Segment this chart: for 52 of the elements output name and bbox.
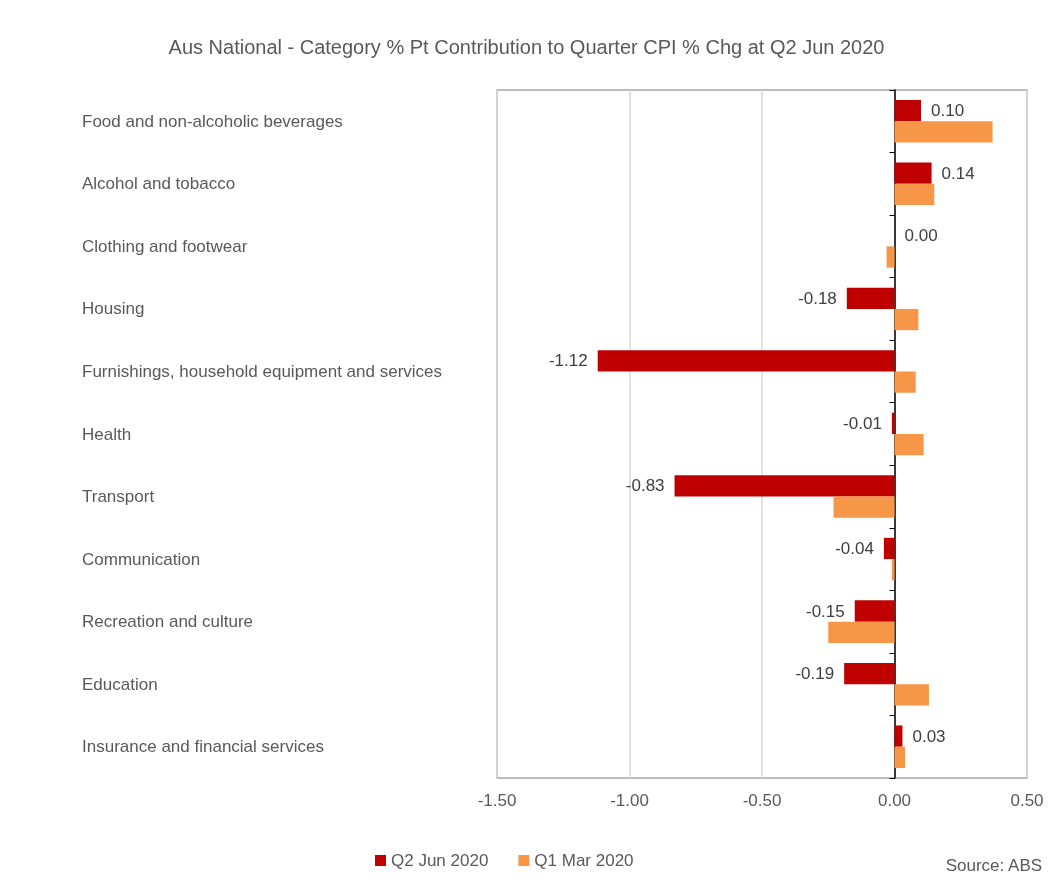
bar — [828, 621, 895, 643]
x-tick-label: -0.50 — [742, 791, 782, 810]
y-tick-label: Transport — [82, 487, 155, 507]
bar — [883, 537, 895, 560]
data-label: -0.15 — [806, 601, 845, 621]
data-label: 0.00 — [904, 226, 938, 246]
y-tick-label: Alcohol and tobacco — [82, 174, 236, 194]
data-label: -0.18 — [798, 288, 837, 308]
bar — [886, 246, 895, 268]
data-label: -0.83 — [625, 476, 665, 496]
legend-label: Q1 Mar 2020 — [534, 851, 634, 870]
bar — [894, 371, 916, 393]
bar — [894, 746, 906, 768]
bar — [674, 475, 895, 497]
bar — [894, 308, 919, 331]
bar — [894, 434, 924, 456]
y-tick-label: Communication — [82, 549, 201, 569]
bar — [844, 662, 895, 685]
source-note: Source: ABS — [945, 856, 1043, 875]
data-label: 0.10 — [931, 101, 965, 121]
y-tick-label: Furnishings, household equipment and services — [82, 361, 443, 381]
bar — [854, 600, 895, 622]
x-tick-label: 0.00 — [877, 791, 912, 810]
legend-label: Q2 Jun 2020 — [391, 851, 489, 870]
bar — [894, 100, 921, 122]
data-label: -0.01 — [843, 413, 882, 433]
bar — [597, 350, 895, 372]
data-label: -0.19 — [795, 664, 835, 684]
bar — [833, 496, 895, 518]
x-tick-label: 0.50 — [1010, 791, 1044, 810]
y-tick-label: Food and non-alcoholic beverages — [82, 111, 343, 131]
data-label: 0.14 — [941, 163, 975, 183]
chart-title: Aus National - Category % Pt Contribution to Quarter CPI % Chg at Q2 Jun 2020 — [168, 36, 885, 58]
y-tick-label: Education — [82, 674, 158, 694]
bar — [894, 183, 935, 206]
y-tick-label: Housing — [82, 299, 145, 319]
y-tick-label: Recreation and culture — [82, 612, 254, 632]
bar — [894, 684, 929, 706]
bar — [891, 412, 895, 434]
bar — [894, 162, 932, 184]
y-tick-label: Health — [82, 424, 132, 444]
y-tick-label: Clothing and footwear — [82, 236, 248, 256]
bar — [891, 559, 895, 581]
x-tick-label: -1.50 — [477, 791, 517, 810]
x-tick-label: -1.00 — [610, 791, 649, 810]
data-label: -0.04 — [835, 538, 874, 558]
data-label: 0.03 — [912, 726, 946, 746]
bar — [894, 725, 903, 747]
bar — [846, 287, 895, 309]
bar — [894, 121, 993, 143]
y-tick-label: Insurance and financial services — [82, 737, 324, 757]
data-label: -1.12 — [548, 351, 588, 371]
